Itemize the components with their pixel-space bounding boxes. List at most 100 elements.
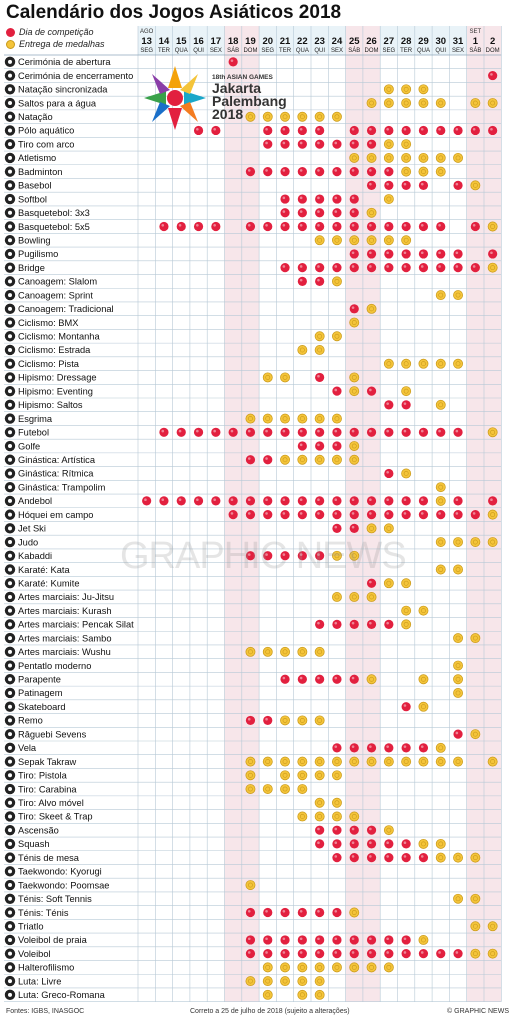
medal-mark-ring <box>265 978 271 984</box>
medal-day-mark <box>280 976 290 987</box>
medal-mark-ring <box>490 539 496 545</box>
competition-mark-shine <box>420 127 424 131</box>
medal-day-mark <box>297 962 308 973</box>
medal-mark-ring <box>455 663 461 668</box>
competition-mark-shine <box>265 127 268 131</box>
sport-label: Hóquei em campo <box>18 510 93 520</box>
medal-mark-ring <box>490 923 496 929</box>
medal-day-mark <box>349 386 360 397</box>
medal-day-mark <box>487 537 498 548</box>
basketball-icon-inner <box>8 210 12 215</box>
competition-mark-shine <box>455 251 459 255</box>
competition-mark-shine <box>403 841 407 844</box>
sport-label: Futebol <box>18 428 49 438</box>
competition-day-mark <box>263 496 273 506</box>
medal-mark-ring <box>248 649 253 655</box>
date-number: 31 <box>453 36 464 47</box>
medal-mark-ring <box>490 265 496 271</box>
medal-mark-ring <box>317 718 323 723</box>
medal-mark-ring <box>351 594 357 600</box>
competition-day-mark <box>401 510 411 520</box>
medal-mark-ring <box>490 224 496 229</box>
sport-label: Remo <box>18 716 43 726</box>
weekday-label: SEX <box>331 48 343 54</box>
competition-day-mark <box>436 510 446 520</box>
competition-day-mark <box>297 496 307 506</box>
medal-day-mark <box>280 454 290 465</box>
competition-day-mark <box>349 125 359 136</box>
competition-mark-shine <box>420 224 424 227</box>
medal-day-mark <box>314 756 325 767</box>
medal-mark-ring <box>421 937 426 943</box>
medal-mark-ring <box>299 964 305 970</box>
competition-day-mark <box>315 496 325 506</box>
medal-day-mark <box>366 152 377 163</box>
competition-mark-shine <box>420 498 424 502</box>
competition-day-mark <box>349 853 359 863</box>
medal-mark-ring <box>299 786 305 792</box>
competition-mark-shine <box>282 265 286 268</box>
competition-mark-shine <box>282 553 286 556</box>
medal-day-mark <box>418 934 429 945</box>
medal-mark-ring <box>403 759 409 764</box>
competition-mark-shine <box>299 127 303 131</box>
medal-mark-ring <box>455 676 461 682</box>
competition-day-mark <box>349 496 359 506</box>
medal-day-mark <box>435 838 446 849</box>
competition-mark-shine <box>438 251 441 255</box>
competition-day-mark <box>418 125 429 136</box>
competition-day-mark <box>349 208 359 218</box>
competition-mark-shine <box>299 553 303 556</box>
medal-mark-ring <box>334 759 340 764</box>
competition-mark-shine <box>299 210 303 213</box>
competition-day-mark <box>349 949 359 959</box>
competition-mark-shine <box>265 498 268 502</box>
competition-day-mark <box>453 510 463 520</box>
wrestling-icon-inner <box>8 979 12 984</box>
medal-day-mark <box>349 962 360 973</box>
medal-mark-ring <box>299 457 305 463</box>
competition-day-mark <box>280 949 290 959</box>
martial-arts-icon-inner <box>8 649 12 654</box>
competition-day-mark <box>297 139 307 149</box>
competition-day-mark <box>470 221 480 232</box>
medal-mark-ring <box>421 704 426 710</box>
competition-day-mark <box>228 427 238 437</box>
medal-day-mark <box>366 591 377 602</box>
medal-mark-ring <box>386 100 392 106</box>
medal-day-mark <box>470 537 481 548</box>
medal-mark-ring <box>369 306 374 312</box>
medal-day-mark <box>297 976 308 987</box>
medal-day-mark <box>349 235 360 246</box>
martial-arts-icon-inner <box>8 636 12 641</box>
logo-line-1: Jakarta <box>212 80 262 96</box>
martial-arts-icon-inner <box>8 622 12 627</box>
competition-day-mark <box>332 139 342 149</box>
medal-mark-ring <box>455 361 461 367</box>
competition-day-mark <box>332 825 342 835</box>
medal-day-mark <box>297 770 308 781</box>
medal-mark-ring <box>334 800 340 806</box>
competition-day-mark <box>332 839 342 849</box>
medal-mark-ring <box>351 553 357 559</box>
medal-mark-ring <box>472 182 478 188</box>
medal-mark-ring <box>455 690 461 696</box>
medal-day-mark <box>435 166 446 177</box>
sepak-takraw-icon-inner <box>8 759 12 764</box>
medal-day-mark <box>418 674 429 685</box>
tennis-icon-inner <box>8 896 12 901</box>
medal-mark-ring <box>317 814 323 819</box>
competition-mark-shine <box>317 827 320 831</box>
competition-mark-shine <box>351 196 355 200</box>
medal-day-mark <box>418 756 429 767</box>
competition-mark-shine <box>196 498 199 502</box>
competition-day-mark <box>263 427 273 437</box>
competition-day-mark <box>297 263 307 273</box>
competition-mark-shine <box>230 512 234 515</box>
competition-day-mark <box>297 125 307 136</box>
medal-mark-ring <box>299 992 305 998</box>
sport-label: Bowling <box>18 235 51 245</box>
competition-day-mark <box>436 263 446 273</box>
sport-label: Artes marciais: Sambo <box>18 633 112 643</box>
competition-day-mark <box>193 496 204 506</box>
